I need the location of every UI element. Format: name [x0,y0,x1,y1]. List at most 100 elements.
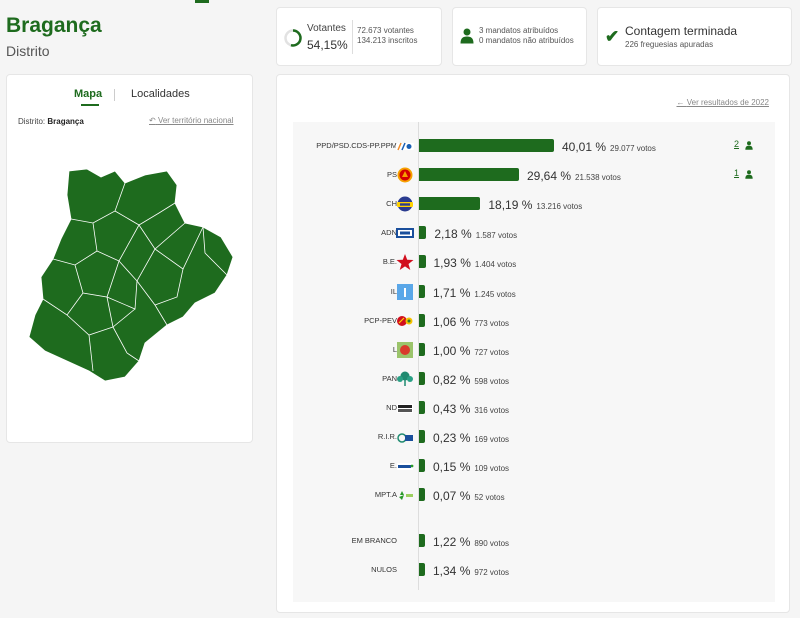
party-name: ND [386,402,397,412]
person-icon [460,28,474,44]
result-value: 40,01 % 29.077 votos [562,138,656,156]
tab-mapa[interactable]: Mapa [74,88,103,100]
il-logo [397,283,413,300]
result-bar[interactable] [419,371,425,385]
voters-count: 72.673 votantes [357,26,414,35]
results-2022-link[interactable]: ← Ver resultados de 2022 [676,98,769,107]
result-votes: 52 votos [474,493,505,503]
result-bar[interactable] [419,226,427,240]
result-votes: 169 votos [474,435,510,444]
party-result-row: CH 18,19 % 13.216 votos [293,194,775,214]
party-result-row: B.E. 1,93 % 1.404 votos [293,252,775,272]
result-bar[interactable] [419,168,519,182]
result-bar[interactable] [419,284,425,298]
chart-axis-line [418,122,419,590]
party-result-row: E. 0,15 % 109 votos [293,456,775,476]
result-percent: 0,43 % [433,401,471,416]
party-name: PCP-PEV [364,315,397,325]
result-bar[interactable] [419,255,426,269]
result-percent: 1,00 % [433,343,471,358]
count-status-title: Contagem terminada [625,24,738,38]
result-percent: 0,07 % [433,489,471,504]
result-value: 1,93 % 1.404 votos [434,254,517,272]
turnout-percent: 54,15% [307,38,348,52]
result-value: 0,43 % 316 votos [433,400,509,418]
result-votes: 972 votos [474,568,510,577]
tab-divider [114,89,115,101]
result-votes: 773 votos [474,318,510,328]
result-bar[interactable] [419,139,554,152]
result-bar[interactable] [419,430,425,443]
result-value: 2,18 % 1.587 votos [434,225,517,243]
extra-result-row: EM BRANCO 1,22 % 890 votos [293,531,775,551]
result-percent: 0,23 % [433,431,471,445]
rir-logo [397,433,413,443]
nd-logo [397,403,413,413]
tab-localidades[interactable]: Localidades [131,88,190,100]
result-bar[interactable] [419,488,425,502]
party-result-row: PS 29,64 % 21.538 votos 1 [293,165,775,185]
mpt-logo [399,491,413,501]
party-result-row: MPT.A 0,07 % 52 votos [293,485,775,505]
party-result-row: PPD/PSD.CDS-PP.PPM 40,01 % 29.077 votos 2 [293,136,775,156]
national-territory-link[interactable]: ↶ Ver território nacional [149,116,234,125]
result-votes: 109 votos [474,464,510,474]
registered-count: 134.213 inscritos [357,36,418,45]
result-value: 1,22 % 890 votos [433,533,509,551]
result-percent: 0,15 % [433,460,471,475]
national-territory-label: Ver território nacional [157,116,234,125]
result-percent: 2,18 % [434,227,472,242]
result-bar[interactable] [419,197,481,211]
pan-logo [397,371,413,386]
ergue-te-logo [397,463,414,471]
party-result-row: PAN 0,82 % 598 votos [293,369,775,389]
top-accent-bar [195,0,209,3]
party-name: NULOS [371,565,397,574]
chega-logo [397,196,413,212]
party-name: E. [389,461,397,471]
parishes-counted: 226 freguesias apuradas [625,40,714,49]
divider [352,20,353,54]
result-votes: 727 votos [474,347,510,357]
result-percent: 1,93 % [433,256,471,271]
result-votes: 1.245 votos [474,289,516,299]
result-bar[interactable] [419,459,425,473]
be-star-logo [396,254,414,271]
result-percent: 1,06 % [433,314,471,329]
active-tab-underline [81,104,99,106]
result-votes: 21.538 votos [575,173,621,183]
party-result-row: L 1,00 % 727 votos [293,340,775,360]
party-name: MPT.A [374,490,397,500]
results-chart: PPD/PSD.CDS-PP.PPM 40,01 % 29.077 votos 2 PS… [293,122,775,602]
result-percent: 1,71 % [433,285,471,300]
district-map[interactable] [27,165,237,383]
adn-logo [396,228,414,239]
result-bar[interactable] [419,563,425,576]
result-bar[interactable] [419,400,425,414]
party-name: R.I.R. [377,432,397,441]
district-shape[interactable] [28,168,234,382]
result-votes: 29.077 votos [610,144,656,153]
party-name: PPD/PSD.CDS-PP.PPM [316,141,397,150]
party-name: PS [386,170,397,180]
party-name: EM BRANCO [351,536,397,545]
district-label: Distrito: [18,117,46,126]
result-bar[interactable] [419,534,425,547]
turnout-card: Votantes 54,15% 72.673 votantes 134.213 … [276,7,442,66]
ps-logo [397,167,413,183]
undo-arrow-icon: ↶ [149,116,156,125]
person-icon [745,170,753,179]
result-votes: 13.216 votos [536,202,583,212]
result-value: 0,82 % 598 votos [433,371,509,389]
result-percent: 29,64 % [527,169,572,184]
result-percent: 1,22 % [433,535,471,549]
party-name: IL [390,286,397,296]
turnout-label: Votantes [307,23,346,34]
result-bar[interactable] [419,313,425,327]
result-bar[interactable] [419,342,425,356]
seats-count-link[interactable]: 1 [734,168,740,179]
seats-count-link[interactable]: 2 [734,139,740,149]
page-title: Bragança [6,14,102,37]
result-value: 0,23 % 169 votos [433,429,509,447]
party-name: L [392,344,397,354]
